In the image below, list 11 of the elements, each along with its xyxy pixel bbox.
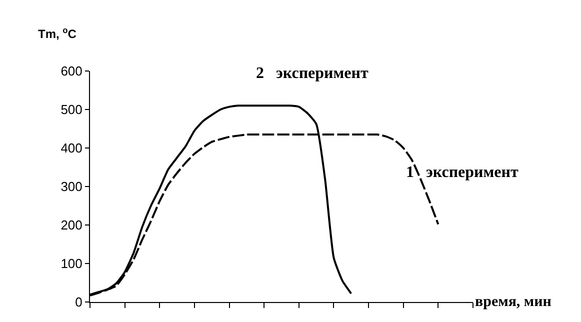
y-tick-label: 400 [60,140,82,156]
y-axis-title: Tm, $^{o}$C [38,25,77,42]
y-tick-label: 300 [60,179,82,194]
series-label: 2 эксперимент [256,65,368,82]
y-tick-label: 100 [60,256,82,272]
series-label: 1 эксперимент [406,164,518,181]
y-tick-label: 600 [60,64,82,79]
x-axis-title: время, мин [475,294,552,310]
y-tick-label: 200 [60,218,82,233]
y-tick-label: 500 [60,102,82,118]
y-tick-label: 0 [75,294,82,310]
